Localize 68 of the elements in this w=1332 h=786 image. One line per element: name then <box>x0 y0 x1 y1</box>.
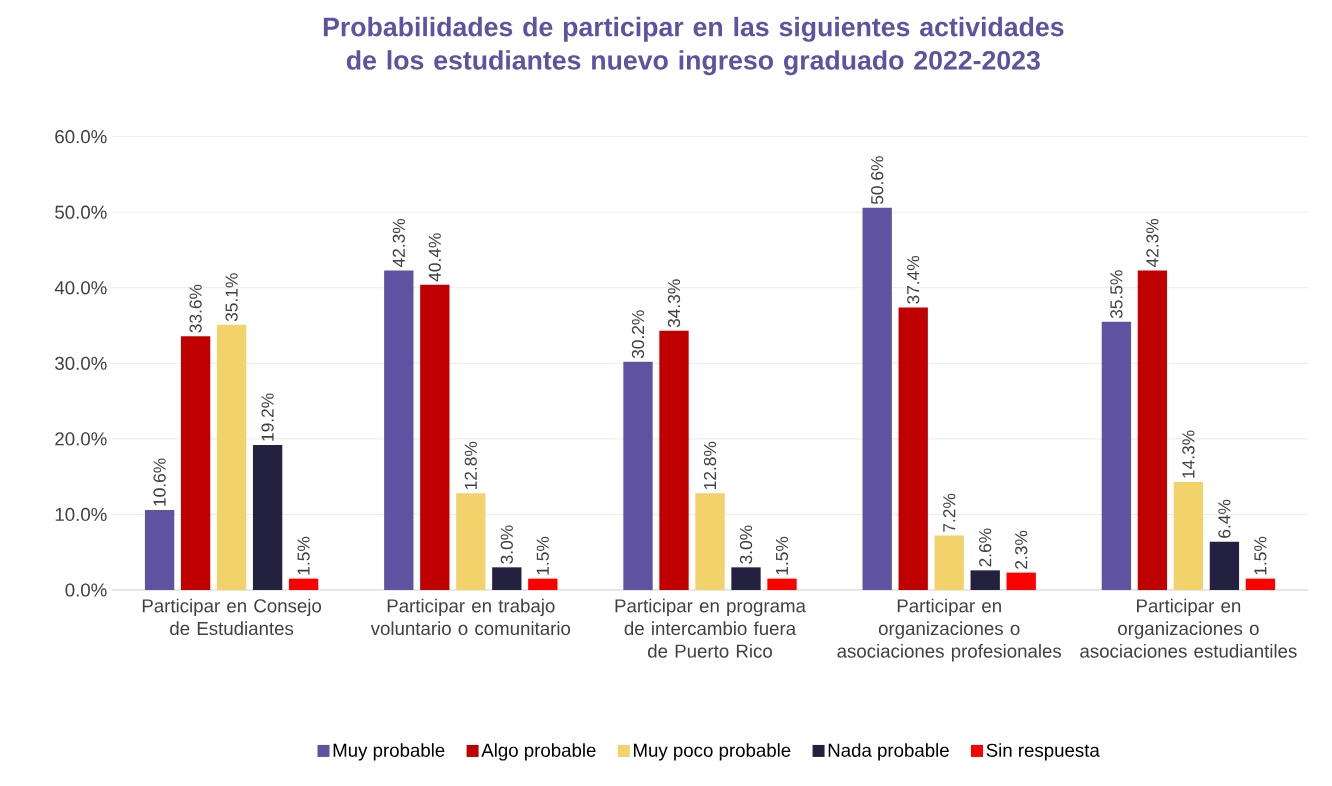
y-tick-label: 60.0% <box>55 130 107 144</box>
data-label: 42.3% <box>392 218 405 268</box>
data-label: 35.1% <box>225 273 238 322</box>
data-label: 42.3% <box>1146 218 1159 268</box>
data-label: 6.4% <box>1218 499 1231 538</box>
data-label: 35.5% <box>1110 270 1123 319</box>
data-label: 40.4% <box>428 233 441 282</box>
x-tick-label: Participar en Consejo de Estudiantes <box>142 598 322 636</box>
chart-title: Probabilidades de participar en las siguientes actividades de los estudiantes nuevo ingreso graduado 2022-2023 <box>323 16 1064 76</box>
bar <box>898 307 928 590</box>
bar <box>1101 321 1132 590</box>
data-label: 1.5% <box>536 536 549 575</box>
bar <box>623 361 653 590</box>
bar <box>180 336 211 590</box>
legend-label: Nada probable <box>828 743 949 761</box>
bar <box>1209 541 1240 590</box>
x-tick-label: Participar en organizaciones o asociaciones profesionales <box>837 598 1062 662</box>
data-label: 19.2% <box>261 393 274 441</box>
legend-label: Muy probable <box>333 743 445 761</box>
bar <box>456 493 486 590</box>
data-label: 7.2% <box>943 493 956 532</box>
y-tick-label: 40.0% <box>54 281 107 295</box>
bar <box>767 578 797 590</box>
legend-label: Sin respuesta <box>986 743 1100 761</box>
data-label: 2.6% <box>979 528 992 567</box>
bar <box>420 284 450 590</box>
data-label: 33.6% <box>189 284 202 333</box>
data-label: 37.4% <box>907 255 920 304</box>
bar <box>1173 481 1204 590</box>
data-label: 1.5% <box>297 536 310 575</box>
legend-label: Muy poco probable <box>633 743 791 761</box>
bar <box>216 324 247 590</box>
bar <box>862 207 892 590</box>
data-label: 30.2% <box>631 310 645 359</box>
y-tick-label: 10.0% <box>55 507 107 522</box>
bar <box>659 330 689 590</box>
legend-label: Algo probable <box>481 743 596 761</box>
bar <box>144 509 175 590</box>
data-label: 1.5% <box>1254 536 1267 575</box>
data-label: 2.3% <box>1015 530 1028 569</box>
y-tick-label: 50.0% <box>55 205 107 219</box>
bar <box>934 535 964 590</box>
data-label: 34.3% <box>667 279 681 328</box>
bar <box>384 270 414 590</box>
data-label: 1.5% <box>775 536 789 575</box>
bar <box>731 567 761 590</box>
x-tick-label: Participar en trabajo voluntario o comunitario <box>370 598 571 636</box>
y-tick-label: 20.0% <box>55 432 107 446</box>
x-tick-label: Participar en programa de intercambio fuera de Puerto Rico <box>615 598 806 658</box>
bar <box>492 567 522 590</box>
y-tick-label: 30.0% <box>55 356 107 370</box>
bar <box>252 444 283 590</box>
bar <box>528 578 558 590</box>
bar <box>1006 572 1036 590</box>
data-label: 12.8% <box>464 441 477 490</box>
bar <box>1137 270 1168 590</box>
bar <box>1245 578 1276 590</box>
x-tick-label: Participar en organizaciones o asociaciones estudiantiles <box>1080 598 1297 658</box>
data-label: 3.0% <box>500 525 513 564</box>
data-label: 12.8% <box>703 441 717 490</box>
bar <box>970 570 1000 590</box>
data-label: 50.6% <box>871 156 884 205</box>
y-tick-label: 0.0% <box>65 583 107 597</box>
bar <box>695 493 725 590</box>
data-label: 14.3% <box>1182 430 1195 478</box>
bar <box>288 578 319 590</box>
data-label: 10.6% <box>153 458 166 506</box>
data-label: 3.0% <box>739 525 753 564</box>
